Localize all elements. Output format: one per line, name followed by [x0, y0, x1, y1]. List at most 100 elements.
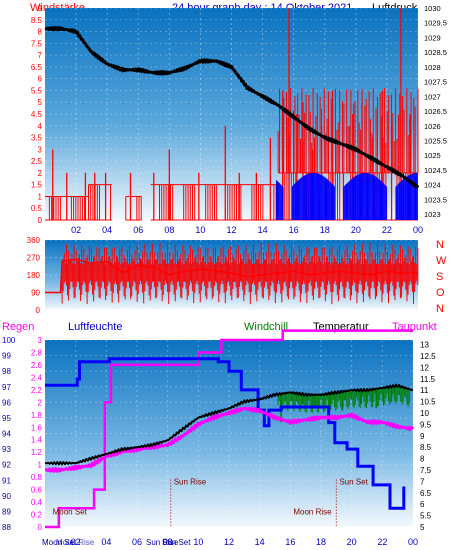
x-tick-label: 08 — [163, 537, 173, 547]
rain-tick-label: 3 — [38, 336, 43, 345]
pressure-tick-label: 1024 — [424, 181, 441, 190]
rain-tick-label: 2 — [38, 398, 43, 407]
pressure-axis-ticks: 1023 1023.5 1024 1024.5 1025 1025.5 1026 1026.5… — [424, 4, 447, 219]
direction-tick-label: 270 — [27, 254, 41, 263]
humidity-tick-label: 97 — [2, 383, 11, 392]
rain-tick-label: 2.6 — [31, 361, 43, 370]
pressure-tick-label: 1027.5 — [424, 78, 447, 87]
x-tick-label: 14 — [258, 225, 268, 235]
temperature-tick-label: 6 — [420, 500, 425, 509]
pressure-tick-label: 1029 — [424, 33, 441, 42]
pressure-tick-label: 1028.5 — [424, 48, 447, 57]
humidity-tick-label: 91 — [2, 476, 11, 485]
direction-tick-label: 180 — [27, 271, 41, 280]
x-tick-label: 22 — [382, 225, 392, 235]
humidity-line — [45, 357, 406, 510]
humidity-tick-label: 89 — [2, 507, 11, 516]
humidity-tick-label: 100 — [2, 336, 16, 345]
temperature-tick-label: 11 — [420, 386, 429, 395]
wind-tick-label: 9 — [38, 4, 43, 13]
compass-label: S — [436, 271, 443, 283]
dewpoint-line — [44, 406, 415, 473]
x-tick-label: 18 — [320, 225, 330, 235]
temperature-tick-label: 10 — [420, 409, 429, 418]
compass-label: N — [436, 303, 444, 315]
direction-tick-label: 90 — [31, 289, 40, 298]
temperature-tick-label: 10.5 — [420, 398, 436, 407]
humidity-tick-label: 95 — [2, 414, 11, 423]
humidity-tick-label: 99 — [2, 352, 11, 361]
x-tick-label: 08 — [164, 225, 174, 235]
rain-header: Regen — [2, 321, 34, 333]
x-tick-label: 02 — [71, 537, 81, 547]
rain-tick-label: 2.4 — [31, 373, 43, 382]
wind-tick-label: 7.5 — [31, 39, 43, 48]
wind-tick-label: 7 — [38, 51, 43, 60]
compass-label: W — [436, 255, 447, 267]
direction-tick-label: 360 — [27, 236, 41, 245]
astro-annotation: Sun Set — [339, 478, 368, 487]
x-tick-label: 02 — [71, 225, 81, 235]
rain-tick-label: 2.2 — [31, 386, 43, 395]
astro-bottom-label: Moon Set — [42, 538, 77, 547]
wind-tick-label: 6 — [38, 75, 43, 84]
rain-tick-label: 0.8 — [31, 473, 43, 482]
pressure-tick-label: 1024.5 — [424, 166, 447, 175]
wind-tick-label: 1.5 — [31, 181, 43, 190]
temperature-tick-label: 9.5 — [420, 420, 432, 429]
humidity-axis-ticks: 88 89 90 91 92 93 94 95 96 97 98 99 100 — [2, 336, 16, 532]
temperature-tick-label: 7 — [420, 477, 425, 486]
rain-tick-label: 1.2 — [31, 448, 43, 457]
x-tick-label: 04 — [102, 225, 112, 235]
wind-pressure-x-ticks: 02 04 06 08 10 12 14 16 18 20 22 00 — [71, 225, 423, 235]
temperature-tick-label: 8 — [420, 455, 425, 464]
astro-bottom-label: Sun Rise — [146, 538, 179, 547]
rain-tick-label: 0.4 — [31, 498, 43, 507]
rain-tick-label: 0.2 — [31, 511, 43, 520]
wind-tick-label: 4 — [38, 122, 43, 131]
pressure-tick-label: 1025 — [424, 151, 441, 160]
rain-axis-ticks: 0 0.2 0.4 0.6 0.8 1 1.2 1.4 1.6 1.8 2 2.2 2.4 2.6 2.8 3 — [31, 336, 43, 532]
x-tick-label: 16 — [285, 537, 295, 547]
pressure-tick-label: 1028 — [424, 63, 441, 72]
humidity-tick-label: 96 — [2, 398, 11, 407]
humidity-tick-label: 93 — [2, 445, 11, 454]
wind-tick-label: 2 — [38, 169, 43, 178]
astro-annotation: Moon Rise — [293, 508, 332, 517]
wind-tick-label: 8.5 — [31, 16, 43, 25]
humidity-tick-label: 88 — [2, 523, 11, 532]
humidity-header: Luftfeuchte — [68, 321, 122, 333]
pressure-tick-label: 1023 — [424, 210, 441, 219]
temperature-tick-label: 8.5 — [420, 443, 432, 452]
humidity-tick-label: 90 — [2, 492, 11, 501]
temperature-tick-label: 12 — [420, 363, 429, 372]
temperature-tick-label: 13 — [420, 341, 429, 350]
pressure-tick-label: 1026 — [424, 122, 441, 131]
direction-tick-label: 0 — [36, 306, 41, 315]
rain-tick-label: 0 — [38, 523, 43, 532]
compass-label: N — [436, 239, 444, 251]
compass-label: O — [436, 287, 445, 299]
x-tick-label: 12 — [226, 225, 236, 235]
wind-tick-label: 3 — [38, 145, 43, 154]
wind-tick-label: 0 — [38, 216, 43, 225]
humidity-tick-label: 94 — [2, 430, 11, 439]
x-tick-label: 00 — [408, 537, 418, 547]
x-tick-label: 06 — [132, 537, 142, 547]
rain-line — [45, 329, 413, 529]
x-tick-label: 18 — [316, 537, 326, 547]
pressure-line — [44, 25, 420, 189]
x-tick-label: 10 — [193, 537, 203, 547]
pressure-tick-label: 1029.5 — [424, 19, 447, 28]
temperature-tick-label: 5.5 — [420, 512, 432, 521]
pressure-tick-label: 1027 — [424, 92, 441, 101]
pressure-tick-label: 1025.5 — [424, 137, 447, 146]
x-tick-label: 16 — [289, 225, 299, 235]
wind-tick-label: 1 — [38, 192, 43, 201]
x-tick-label: 22 — [377, 537, 387, 547]
temperature-tick-label: 5 — [420, 523, 425, 532]
rain-tick-label: 0.6 — [31, 486, 43, 495]
